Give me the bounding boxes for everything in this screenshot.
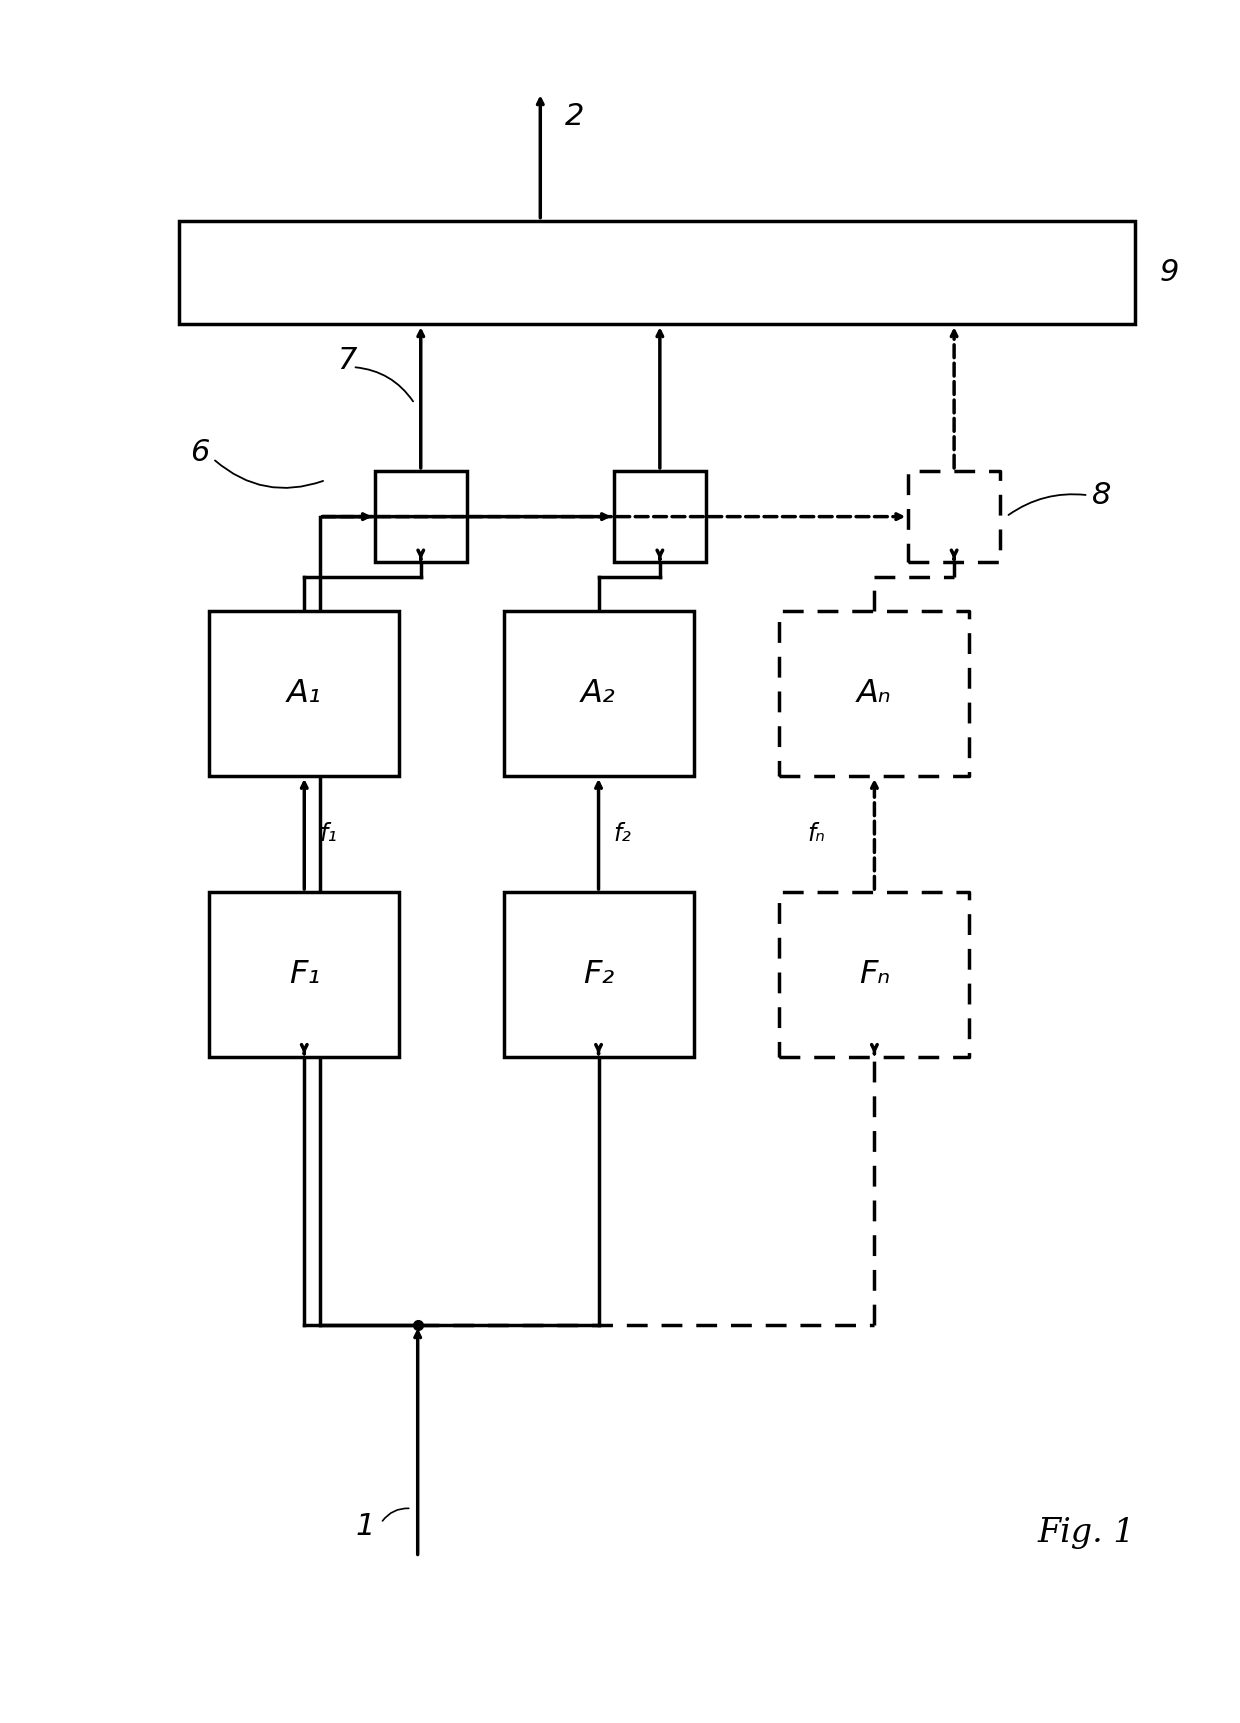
Text: F₁: F₁ xyxy=(289,960,320,991)
Bar xyxy=(179,221,1135,324)
Text: 1: 1 xyxy=(356,1513,374,1542)
Text: A₂: A₂ xyxy=(582,679,616,710)
Bar xyxy=(614,470,706,562)
Bar xyxy=(503,612,693,775)
Text: fₙ: fₙ xyxy=(807,822,825,846)
Text: 6: 6 xyxy=(190,438,210,467)
Bar xyxy=(210,612,399,775)
Text: Fig. 1: Fig. 1 xyxy=(1037,1516,1135,1549)
Text: 2: 2 xyxy=(565,102,584,131)
Text: 8: 8 xyxy=(1092,481,1111,510)
Text: F₂: F₂ xyxy=(583,960,614,991)
Text: f₂: f₂ xyxy=(614,822,631,846)
Bar xyxy=(210,893,399,1056)
Bar xyxy=(374,470,466,562)
Text: 9: 9 xyxy=(1159,258,1179,288)
Text: Aₙ: Aₙ xyxy=(857,679,892,710)
Text: Fₙ: Fₙ xyxy=(859,960,890,991)
Bar xyxy=(503,893,693,1056)
Text: 7: 7 xyxy=(337,346,356,376)
Text: A₁: A₁ xyxy=(286,679,321,710)
Text: f₁: f₁ xyxy=(319,822,337,846)
